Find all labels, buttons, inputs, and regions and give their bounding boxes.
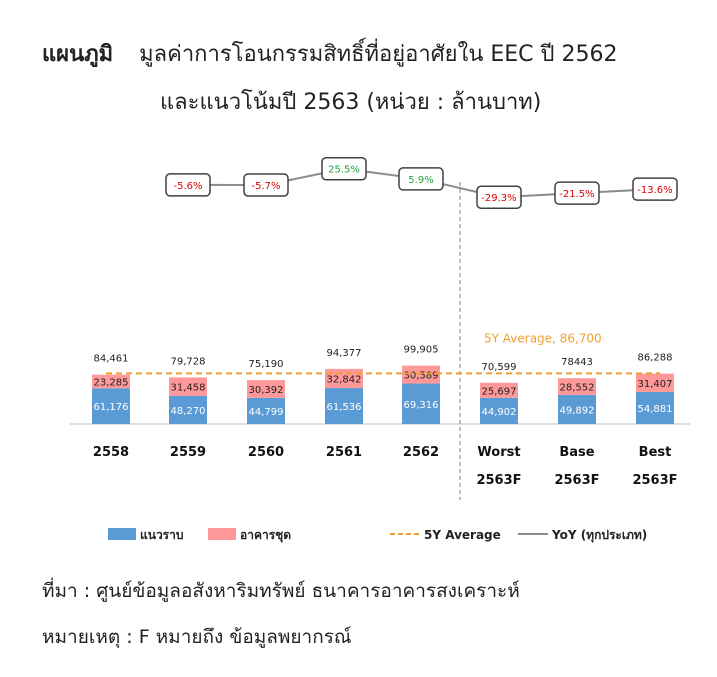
average-label: 5Y Average, 86,700: [484, 331, 602, 345]
title-text-1: มูลค่าการโอนกรรมสิทธิ์ที่อยู่อาศัยใน EEC…: [139, 42, 618, 67]
bar-segment-landed: [247, 397, 285, 424]
yoy-marker-box: [476, 185, 522, 209]
bar-segment-landed: [169, 395, 207, 424]
data-label-total: 75,190: [249, 359, 284, 370]
source-note: ที่มา : ศูนย์ข้อมูลอสังหาริมทรัพย์ ธนาคา…: [42, 580, 520, 602]
x-tick-label: 2559: [170, 445, 206, 460]
data-label-condo: 30,589: [404, 371, 439, 382]
data-label-condo: 30,392: [249, 385, 284, 396]
data-label-condo: 32,842: [327, 374, 362, 385]
data-label-total: 94,377: [327, 348, 362, 359]
data-label-landed: 61,536: [327, 402, 362, 413]
remark-note: หมายเหตุ : F หมายถึง ข้อมูลพยากรณ์: [42, 626, 352, 648]
data-label-condo: 23,285: [94, 377, 129, 388]
yoy-marker-box: [165, 173, 211, 197]
data-label-total: 84,461: [94, 354, 129, 365]
bar-segment-condo: [325, 368, 363, 389]
data-label-landed: 49,892: [560, 405, 595, 416]
yoy-marker-box: [398, 167, 444, 191]
legend-label-yoy: YoY (ทุกประเภท): [551, 528, 647, 543]
data-label-condo: 31,407: [638, 379, 673, 390]
yoy-label: -29.3%: [481, 193, 516, 204]
bar-segment-condo: [169, 377, 207, 396]
yoy-marker-box: [554, 181, 600, 205]
data-label-total: 70,599: [482, 362, 517, 373]
chart-title-block: แผนภูมิ มูลค่าการโอนกรรมสิทธิ์ที่อยู่อาศั…: [0, 0, 717, 130]
title-line-1: แผนภูมิ มูลค่าการโอนกรรมสิทธิ์ที่อยู่อาศั…: [42, 36, 617, 71]
x-tick-label: 2562: [403, 445, 439, 460]
data-label-landed: 44,902: [482, 407, 517, 418]
data-label-condo: 28,552: [560, 383, 595, 394]
title-label: แผนภูมิ: [42, 42, 114, 67]
x-tick-label: 2561: [326, 445, 362, 460]
data-label-landed: 69,316: [404, 400, 439, 411]
yoy-label: -5.6%: [173, 181, 202, 192]
yoy-label: -5.7%: [251, 181, 280, 192]
stacked-bar-chart: 61,176 23,285 84,461 2558 48,270 31,458 79,728…: [70, 156, 690, 543]
x-tick-label: 2560: [248, 445, 284, 460]
bar-segment-condo: [92, 374, 130, 389]
yoy-marker-box: [632, 177, 678, 201]
legend-swatch-condo: [208, 528, 236, 540]
data-label-total: 79,728: [171, 356, 206, 367]
data-label-landed: 54,881: [638, 404, 673, 415]
title-line-2: และแนวโน้มปี 2563 (หน่วย : ล้านบาท): [160, 90, 542, 115]
legend-swatch-landed: [108, 528, 136, 540]
data-label-landed: 44,799: [249, 407, 284, 418]
x-tick-sublabel: 2563F: [632, 473, 677, 488]
legend-label-average: 5Y Average: [424, 528, 501, 542]
x-tick-label: 2558: [93, 445, 129, 460]
data-label-total: 99,905: [404, 345, 439, 356]
yoy-label: -21.5%: [559, 189, 594, 200]
yoy-label: -13.6%: [637, 185, 672, 196]
data-label-landed: 48,270: [171, 406, 206, 417]
yoy-marker-box: [321, 156, 367, 181]
x-tick-label: Base: [559, 445, 594, 460]
yoy-marker-box: [243, 173, 289, 197]
bar-segment-condo: [480, 382, 518, 398]
bar-segment-landed: [636, 391, 674, 424]
data-label-total: 78443: [561, 357, 593, 368]
data-label-total: 86,288: [638, 353, 673, 364]
bar-segment-condo: [558, 378, 596, 395]
legend-label-landed: แนวราบ: [140, 528, 183, 542]
bar-segment-condo: [402, 365, 440, 384]
x-tick-sublabel: 2563F: [476, 473, 521, 488]
data-label-condo: 25,697: [482, 386, 517, 397]
x-tick-label: Best: [639, 445, 672, 460]
yoy-label: 25.5%: [328, 165, 360, 176]
bar-segment-condo: [247, 380, 285, 398]
x-tick-sublabel: 2563F: [554, 473, 599, 488]
bar-segment-landed: [325, 388, 363, 424]
x-tick-label: Worst: [477, 445, 520, 460]
bar-segment-landed: [402, 383, 440, 424]
bar-segment-condo: [636, 373, 674, 392]
yoy-label: 5.9%: [408, 175, 433, 186]
legend-label-condo: อาคารชุด: [240, 528, 291, 543]
bar-segment-landed: [480, 397, 518, 424]
data-label-condo: 31,458: [171, 383, 206, 394]
bar-segment-landed: [558, 394, 596, 424]
data-label-landed: 61,176: [94, 402, 129, 413]
bar-segment-landed: [92, 388, 130, 424]
